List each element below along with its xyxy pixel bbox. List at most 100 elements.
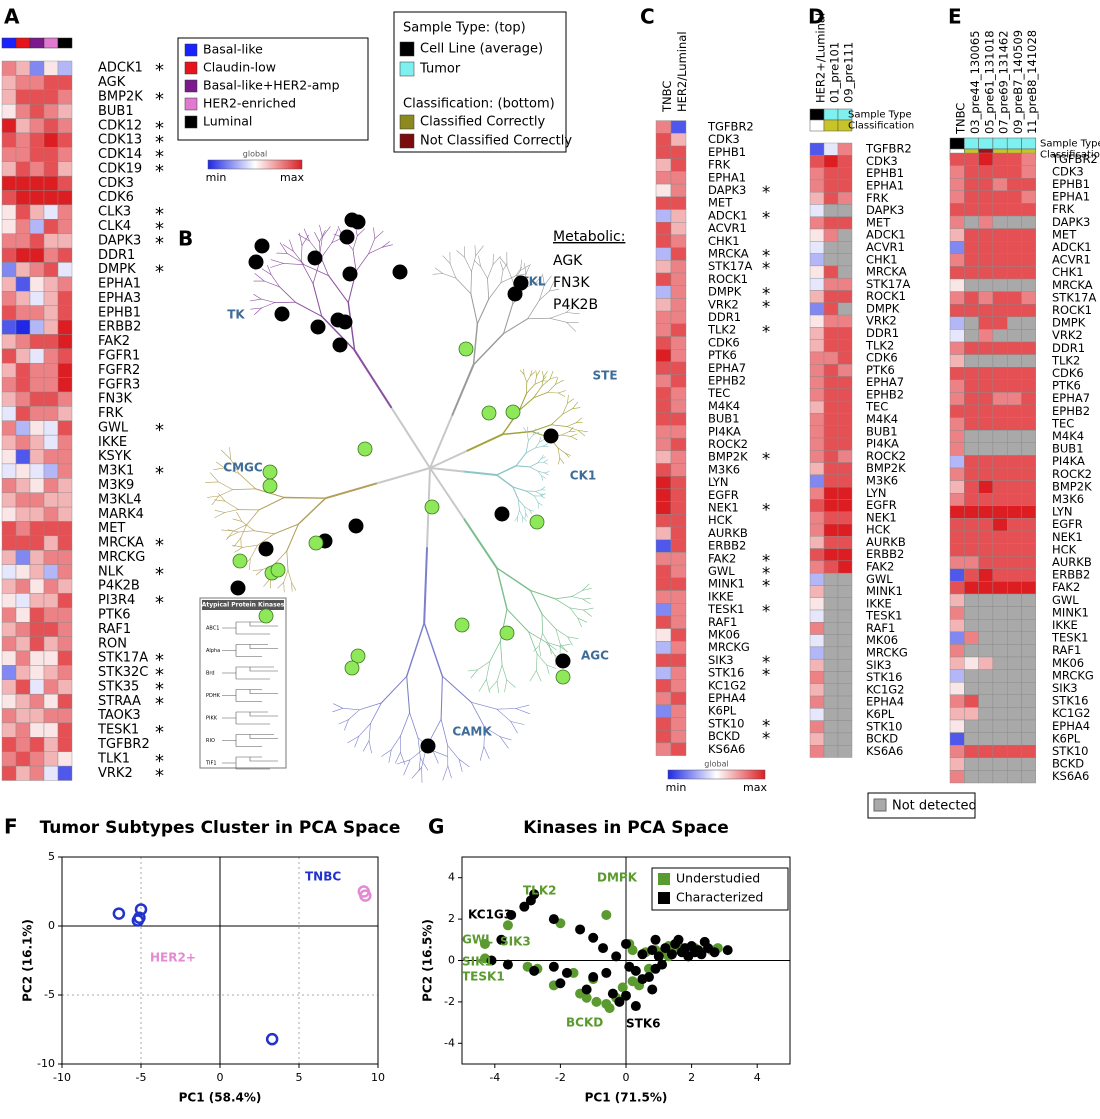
significance-star: * xyxy=(155,765,164,786)
tree-branch xyxy=(255,569,263,576)
heatmap-cell xyxy=(57,693,73,709)
heatmap-cell xyxy=(809,314,825,328)
tree-branch xyxy=(472,332,505,366)
heatmap-cell xyxy=(1021,543,1037,557)
heatmap-cell xyxy=(992,631,1008,645)
column-color xyxy=(29,37,45,49)
row-label: DAPK3 xyxy=(866,203,904,217)
row-label: PI4KA xyxy=(866,437,899,451)
heatmap-cell xyxy=(655,196,672,210)
heatmap-cell xyxy=(57,60,73,76)
tree-branch xyxy=(479,746,485,761)
row-label: BCKD xyxy=(866,732,898,746)
heatmap-cell xyxy=(823,191,839,205)
heatmap-cell xyxy=(837,425,853,439)
heatmap-cell xyxy=(1,305,17,321)
legend-swatch xyxy=(658,873,670,885)
tree-branch xyxy=(558,392,566,397)
heatmap-cell xyxy=(1007,757,1022,771)
heatmap-cell xyxy=(823,683,839,697)
heatmap-cell xyxy=(823,437,839,451)
heatmap-cell xyxy=(978,619,994,633)
heatmap-cell xyxy=(670,704,687,718)
heatmap-cell xyxy=(1021,606,1037,620)
row-label: DDR1 xyxy=(708,310,741,324)
kinase-dot xyxy=(310,319,326,335)
heatmap-cell xyxy=(1021,379,1037,393)
column-label: 01_pre101 xyxy=(828,42,842,103)
y-tick-label: -5 xyxy=(44,988,55,1001)
heatmap-cell xyxy=(837,204,853,217)
heatmap-cell xyxy=(1,449,17,465)
legend-label: Basal-like+HER2-amp xyxy=(203,78,340,93)
tree-branch xyxy=(528,434,534,441)
tree-branch xyxy=(528,509,532,514)
tree-branch xyxy=(518,499,525,507)
heatmap-cell xyxy=(57,219,73,234)
heatmap-cell xyxy=(1007,770,1022,784)
row-label: KC1G2 xyxy=(708,678,747,692)
tree-branch xyxy=(303,264,329,276)
heatmap-cell xyxy=(823,646,839,660)
tree-branch xyxy=(555,376,559,385)
heatmap-cell xyxy=(809,241,825,254)
heatmap-cell xyxy=(1007,619,1022,633)
heatmap-cell xyxy=(1,492,17,508)
heatmap-cell xyxy=(670,603,687,617)
heatmap-cell xyxy=(670,564,687,578)
heatmap-cell xyxy=(992,354,1008,368)
heatmap-cell xyxy=(670,196,687,210)
tree-branch xyxy=(547,392,559,394)
row-label: GWL xyxy=(98,420,129,435)
heatmap-cell xyxy=(992,757,1008,771)
heatmap-cell xyxy=(1007,341,1022,355)
heatmap-cell xyxy=(823,499,839,512)
tree-branch xyxy=(528,631,538,655)
kinase-dot xyxy=(350,214,366,230)
heatmap-cell xyxy=(43,737,59,752)
heatmap-cell xyxy=(15,348,31,364)
row-label: ROCK2 xyxy=(866,449,906,463)
heatmap-cell xyxy=(809,277,825,291)
heatmap-cell xyxy=(837,523,853,537)
heatmap-cell xyxy=(1007,669,1022,683)
row-label: M3K6 xyxy=(1052,492,1084,506)
heatmap-cell xyxy=(15,492,31,508)
tree-branch xyxy=(449,263,457,279)
heatmap-cell xyxy=(29,708,45,724)
heatmap-cell xyxy=(978,417,994,431)
tree-branch xyxy=(496,664,503,682)
tree-branch xyxy=(467,669,478,672)
row-label: STK17A xyxy=(98,651,148,666)
heatmap-cell xyxy=(1007,253,1022,267)
row-label: DAPK3 xyxy=(1052,215,1090,229)
tree-branch xyxy=(380,675,408,704)
heatmap-cell xyxy=(57,636,73,652)
tree-branch xyxy=(418,757,421,772)
heatmap-cell xyxy=(15,693,31,709)
heatmap-cell xyxy=(1,665,17,680)
heatmap-cell xyxy=(949,606,965,620)
row-label: FGFR3 xyxy=(98,377,140,392)
tree-branch xyxy=(370,702,382,724)
tree-branch xyxy=(373,227,376,239)
tree-branch xyxy=(487,278,490,300)
heatmap-cell xyxy=(43,564,59,580)
heatmap-cell xyxy=(1,147,17,162)
classification-cell xyxy=(809,119,825,132)
heatmap-cell xyxy=(823,302,839,316)
heatmap-cell xyxy=(655,742,672,756)
heatmap-cell xyxy=(43,665,59,680)
heatmap-cell xyxy=(949,203,965,217)
heatmap-cell xyxy=(1021,719,1037,733)
heatmap-cell xyxy=(964,631,979,645)
heatmap-cell xyxy=(837,745,853,758)
tree-branch xyxy=(525,447,536,454)
row-label: M4K4 xyxy=(1052,429,1084,443)
heatmap-cell xyxy=(655,183,672,198)
tree-branch xyxy=(261,268,272,275)
heatmap-cell xyxy=(1,607,17,623)
significance-star: * xyxy=(155,218,164,239)
row-label: TESK1 xyxy=(865,609,902,623)
heatmap-cell xyxy=(1007,467,1022,481)
